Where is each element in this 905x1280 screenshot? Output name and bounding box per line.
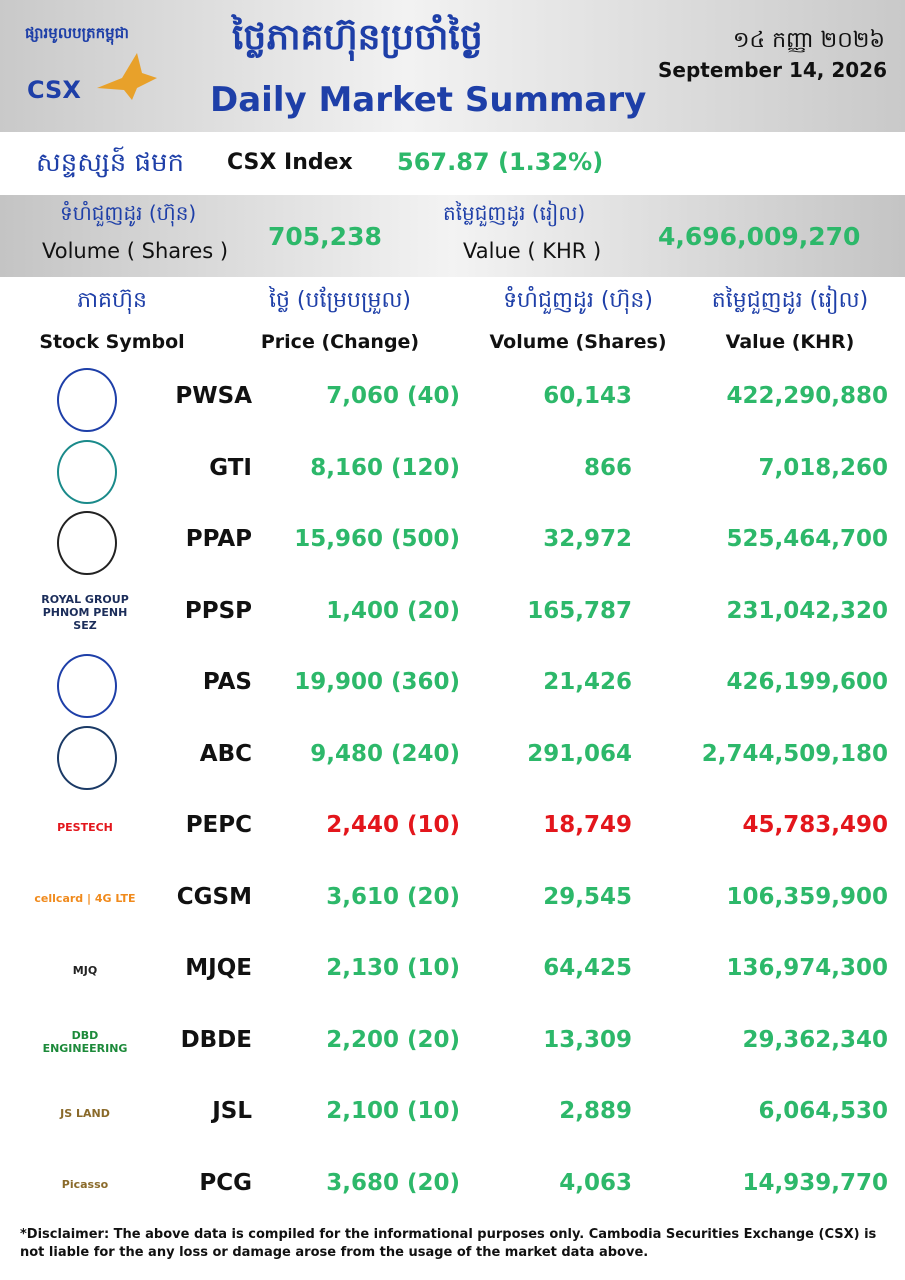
index-label: CSX Index bbox=[227, 150, 353, 175]
date: September 14, 2026 bbox=[657, 58, 887, 82]
cell-volume: 21,426 bbox=[543, 669, 632, 695]
column-header: Volume (Shares) bbox=[489, 331, 667, 353]
date-khmer: ១៤ កញ្ញា ២០២៦ bbox=[732, 28, 885, 53]
cell-value: 136,974,300 bbox=[726, 955, 888, 981]
cell-value: 14,939,770 bbox=[742, 1169, 888, 1196]
logo bbox=[57, 368, 117, 432]
cell-value: 45,783,490 bbox=[742, 812, 888, 838]
cell-volume: 291,064 bbox=[527, 740, 632, 767]
volume-label: Volume ( Shares ) bbox=[42, 239, 229, 263]
column-header-khmer: ថ្លៃ (បម្រែបម្រួល) bbox=[268, 288, 411, 313]
logo bbox=[57, 654, 117, 718]
totals-band bbox=[0, 195, 905, 277]
logo: PESTECH bbox=[57, 820, 113, 834]
cell-price: 2,100 (10) bbox=[326, 1098, 460, 1124]
header-band bbox=[0, 0, 905, 132]
logo-khmer: ផ្សារមូលបត្រកម្ពុជា bbox=[25, 24, 129, 42]
volume-value: 705,238 bbox=[268, 222, 382, 251]
stock-symbol: PEPC bbox=[185, 812, 252, 838]
disclaimer: *Disclaimer: The above data is compiled … bbox=[20, 1227, 877, 1260]
column-header: Stock Symbol bbox=[39, 331, 185, 353]
title: Daily Market Summary bbox=[210, 80, 647, 120]
logo bbox=[57, 725, 117, 790]
logo: Picasso bbox=[61, 1178, 109, 1191]
cell-value: 2,744,509,180 bbox=[701, 740, 888, 767]
cell-volume: 18,749 bbox=[543, 812, 632, 838]
cell-value: 6,064,530 bbox=[758, 1098, 889, 1124]
cell-price: 19,900 (360) bbox=[294, 669, 460, 695]
index-value: 567.87 (1.32%) bbox=[397, 148, 604, 176]
stock-symbol: PPSP bbox=[184, 597, 252, 624]
cell-price: 2,440 (10) bbox=[326, 812, 460, 838]
logo: cellcard | 4G LTE bbox=[34, 892, 136, 905]
cell-value: 525,464,700 bbox=[726, 526, 888, 552]
column-header-khmer: ទំហំជួញដូរ (ហ៊ុន) bbox=[503, 288, 653, 313]
cell-value: 106,359,900 bbox=[726, 883, 888, 910]
cell-volume: 2,889 bbox=[559, 1098, 632, 1124]
logo bbox=[57, 511, 117, 575]
logo bbox=[57, 439, 117, 504]
logo: JS LAND bbox=[60, 1106, 110, 1120]
stock-symbol: JSL bbox=[212, 1098, 252, 1124]
value-label: Value ( KHR ) bbox=[463, 239, 602, 263]
cell-value: 422,290,880 bbox=[726, 383, 888, 409]
column-header: Value (KHR) bbox=[725, 331, 855, 353]
logo-bird bbox=[97, 53, 157, 100]
column-header: Price (Change) bbox=[260, 331, 420, 353]
cell-volume: 4,063 bbox=[559, 1169, 632, 1196]
cell-volume: 13,309 bbox=[543, 1026, 632, 1053]
cell-volume: 60,143 bbox=[543, 383, 632, 409]
logo: DBD ENGINEERING bbox=[42, 1028, 128, 1055]
cell-value: 29,362,340 bbox=[742, 1026, 888, 1053]
cell-price: 2,130 (10) bbox=[326, 955, 460, 981]
logo: ROYAL GROUP PHNOM PENH SEZ bbox=[41, 593, 129, 632]
cell-value: 426,199,600 bbox=[726, 669, 888, 695]
stock-symbol: PAS bbox=[202, 669, 252, 695]
value-label-khmer: តម្លៃជួញដូរ (រៀល) bbox=[443, 201, 586, 225]
cell-price: 15,960 (500) bbox=[294, 526, 460, 552]
cell-volume: 32,972 bbox=[543, 526, 632, 552]
cell-value: 7,018,260 bbox=[758, 454, 889, 481]
logo: MJQ bbox=[72, 963, 98, 977]
stock-symbol: GTI bbox=[209, 454, 252, 481]
stock-symbol: DBDE bbox=[180, 1026, 252, 1053]
column-header-khmer: តម្លៃជួញដូរ (រៀល) bbox=[711, 288, 869, 313]
cell-price: 3,680 (20) bbox=[326, 1169, 460, 1196]
cell-volume: 165,787 bbox=[527, 597, 632, 624]
value-total: 4,696,009,270 bbox=[658, 222, 861, 251]
cell-volume: 866 bbox=[583, 454, 632, 481]
title-khmer: ថ្លៃភាគហ៊ុនប្រចាំថ្ងៃ bbox=[232, 17, 483, 58]
cell-price: 7,060 (40) bbox=[326, 383, 460, 409]
cell-volume: 29,545 bbox=[543, 883, 632, 910]
stock-symbol: ABC bbox=[199, 740, 252, 767]
logo-text: CSX bbox=[27, 76, 81, 104]
stock-symbol: PWSA bbox=[175, 383, 252, 409]
stock-symbol: PCG bbox=[199, 1169, 252, 1196]
cell-volume: 64,425 bbox=[543, 955, 632, 981]
stock-symbol: CGSM bbox=[176, 883, 252, 910]
cell-price: 9,480 (240) bbox=[310, 740, 460, 767]
index-label-khmer: សន្ទស្សន៍ ផមក bbox=[36, 148, 185, 178]
cell-price: 1,400 (20) bbox=[326, 597, 460, 624]
cell-value: 231,042,320 bbox=[726, 597, 888, 624]
cell-price: 2,200 (20) bbox=[326, 1026, 460, 1053]
column-header-khmer: ភាគហ៊ុន bbox=[77, 288, 147, 313]
stock-symbol: MJQE bbox=[185, 955, 252, 981]
cell-price: 3,610 (20) bbox=[326, 883, 460, 910]
stock-symbol: PPAP bbox=[185, 526, 252, 552]
volume-label-khmer: ទំហំជួញដូរ (ហ៊ុន) bbox=[60, 201, 197, 225]
cell-price: 8,160 (120) bbox=[310, 454, 460, 481]
